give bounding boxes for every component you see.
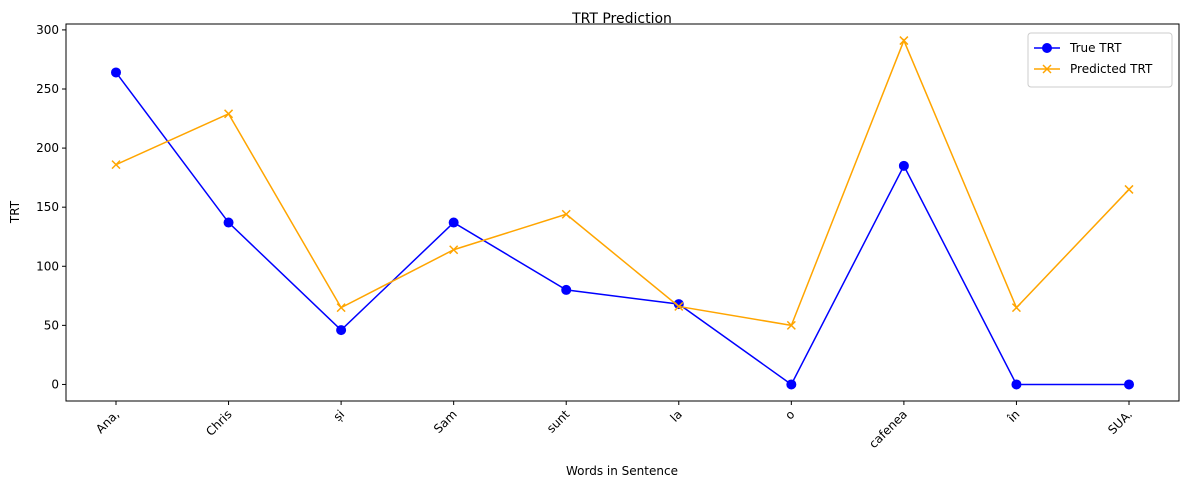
y-axis: 0 50 100 150 200 250 300 [36,23,66,391]
true-trt-point [786,379,797,390]
true-trt-point [1011,379,1022,390]
legend-box [1027,32,1173,88]
x-tick-label: o [782,407,797,422]
predicted-trt-point [899,36,909,46]
x-tick-label: și [331,407,348,424]
true-trt-point [223,217,234,228]
x-tick-label: Sam [431,407,460,436]
true-trt-point [898,160,909,171]
predicted-trt-point [1124,184,1134,194]
predicted-trt-point [224,109,234,119]
x-axis-label: Words in Sentence [566,464,678,478]
x-tick-label: Chris [203,407,234,438]
y-axis-label: TRT [8,200,22,224]
series-layer [111,36,1134,390]
x-tick-label: cafenea [866,407,910,451]
true-trt-line [115,72,1129,386]
y-tick-label: 0 [51,377,59,391]
predicted-trt-point-stroke-b [899,36,909,46]
true-trt-series [111,67,1134,390]
predicted-trt-point [1011,303,1021,313]
true-trt-point [111,67,121,78]
y-tick-label: 100 [36,259,59,273]
y-tick-label: 150 [36,200,59,214]
predicted-trt-point-stroke-b [224,109,234,119]
predicted-trt-point [111,160,121,170]
predicted-trt-line [115,38,1130,327]
legend-label-predicted-trt: Predicted TRT [1070,62,1153,76]
y-tick-label: 50 [44,318,59,332]
predicted-trt-point-stroke-b [336,303,346,313]
legend-marker-predicted-trt [1042,64,1052,74]
y-tick-label: 300 [36,23,59,37]
predicted-trt-point [561,209,571,219]
chart-title: TRT Prediction [571,11,672,27]
predicted-trt-point [336,303,346,313]
legend-marker-predicted-trt-stroke-b [1042,64,1052,74]
plot-area [65,23,1180,402]
x-tick-label: SUA. [1105,407,1135,437]
x-axis: Ana, Chris și Sam sunt la o cafenea în SUA. [93,401,1135,451]
predicted-trt-point-stroke-b [561,209,571,219]
legend-label-true-trt: True TRT [1069,41,1122,55]
x-tick-label: la [667,407,684,424]
true-trt-point [448,217,459,228]
x-tick-label: Ana, [93,407,122,436]
y-tick-label: 200 [36,141,59,155]
legend: True TRT Predicted TRT [1027,32,1173,88]
predicted-trt-point-stroke-b [111,160,121,170]
x-tick-label: în [1004,407,1022,425]
predicted-trt-point-stroke-b [786,320,796,330]
true-trt-point [561,284,572,295]
legend-marker-true-trt [1042,43,1052,53]
x-tick-label: sunt [544,407,573,436]
y-tick-label: 250 [36,82,59,96]
predicted-trt-point-stroke-b [1011,303,1021,313]
predicted-trt-series [111,36,1134,330]
predicted-trt-point-stroke-b [449,245,459,255]
predicted-trt-point [786,320,796,330]
true-trt-point [1124,379,1134,390]
predicted-trt-point [449,245,459,255]
predicted-trt-point [674,301,684,311]
predicted-trt-point-stroke-b [1124,184,1134,194]
true-trt-point [336,325,347,336]
predicted-trt-point-stroke-b [674,301,684,311]
